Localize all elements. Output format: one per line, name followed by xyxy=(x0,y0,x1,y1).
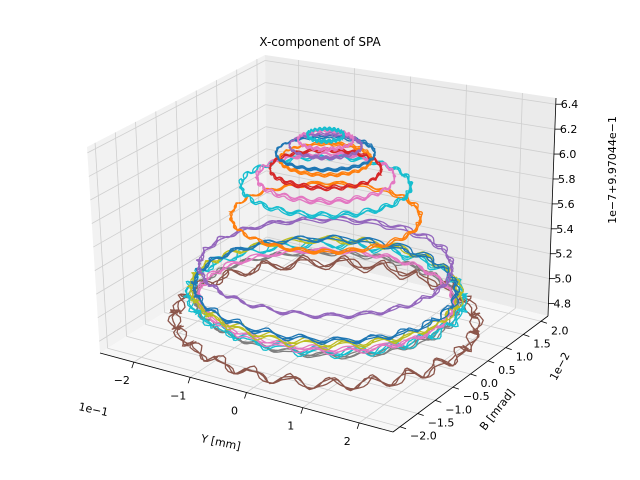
series-ring xyxy=(274,134,376,173)
grid-line-y-floor xyxy=(126,335,418,414)
y-tick-label: −2.0 xyxy=(410,430,437,443)
z-tick-label: 5.2 xyxy=(555,248,573,261)
x-tick-mark xyxy=(356,422,360,430)
grid-line-y-left xyxy=(155,111,165,313)
grid-line-z-back xyxy=(265,82,555,130)
grid-line-y-floor xyxy=(145,323,436,401)
grid-line-z-left xyxy=(99,236,268,342)
grid-line-z-left xyxy=(94,170,267,271)
y-tick-mark xyxy=(540,320,548,324)
grid-line-y-floor xyxy=(259,252,542,322)
grid-line-y-left xyxy=(256,59,260,253)
x-tick-mark xyxy=(244,392,247,399)
grid-lines xyxy=(87,59,556,428)
tick-labels: −2 −1 0 1 2 −2.0−1.5−1.0−0.50.00.51.01.52.0 4.… xyxy=(114,98,579,448)
grid-line-y-left xyxy=(216,80,222,277)
y-tick-mark xyxy=(505,347,512,351)
grid-line-y-left xyxy=(114,132,127,337)
z-tick-label: 5.8 xyxy=(558,173,576,186)
grid-line-y-left xyxy=(135,121,146,325)
series-ring xyxy=(194,246,457,356)
series-ring xyxy=(228,180,423,256)
series-ring xyxy=(306,126,345,145)
x-tick-mark xyxy=(300,407,304,414)
grid-line-z-left xyxy=(93,148,267,248)
x-tick-label: 2 xyxy=(344,435,351,448)
x-tick-mark xyxy=(187,377,191,384)
y-tick-mark xyxy=(523,334,530,337)
z-offset-text: 1e−7+9.97044e−1 xyxy=(606,116,619,224)
grid-line-z-left xyxy=(88,82,266,177)
y-offset-text: 1e−2 xyxy=(547,350,573,383)
x-tick-label: −1 xyxy=(170,389,186,402)
y-tick-mark xyxy=(470,373,477,377)
grid-line-z-back xyxy=(266,236,549,304)
grid-line-z-back xyxy=(264,60,556,105)
y-tick-mark xyxy=(435,399,442,403)
y-tick-mark xyxy=(399,426,407,430)
z-tick-label: 6.2 xyxy=(560,123,578,136)
grid-line-y-floor xyxy=(183,300,471,375)
x-axis-label: Y [mm] xyxy=(199,432,242,453)
x-tick-mark xyxy=(131,361,135,369)
z-tick-label: 6.4 xyxy=(561,98,579,111)
y-tick-mark xyxy=(417,413,424,416)
y-tick-label: −1.0 xyxy=(445,403,472,416)
y-tick-label: 0.0 xyxy=(481,377,499,390)
series-ring xyxy=(278,141,374,178)
grid-line-x-back xyxy=(461,84,467,296)
series-group xyxy=(167,126,484,392)
grid-line-y-floor xyxy=(240,264,524,335)
grid-line-y-floor xyxy=(107,347,401,428)
chart-title: X-component of SPA xyxy=(259,35,381,49)
x-tick-label: 0 xyxy=(231,405,238,418)
y-tick-label: 2.0 xyxy=(551,324,569,337)
x-tick-label: 1 xyxy=(287,420,294,433)
z-tick-label: 5.6 xyxy=(557,198,575,211)
grid-line-z-left xyxy=(90,104,266,201)
x-tick-label: −2 xyxy=(114,374,130,387)
y-tick-mark xyxy=(487,360,495,364)
y-tick-label: −0.5 xyxy=(463,390,490,403)
series-ring xyxy=(238,153,414,220)
grid-line-y-left xyxy=(94,142,108,349)
grid-line-x-back xyxy=(515,93,523,309)
z-tick-label: 5.0 xyxy=(554,273,572,286)
axis-panes xyxy=(87,55,556,432)
z-tick-label: 5.4 xyxy=(556,223,574,236)
z-axis-line xyxy=(547,97,557,317)
grid-line-z-left xyxy=(87,60,266,154)
z-tick-label: 6.0 xyxy=(559,148,577,161)
grid-line-z-back xyxy=(265,104,555,155)
grid-line-y-floor xyxy=(202,288,489,362)
y-tick-label: 1.5 xyxy=(533,338,551,351)
series-ring xyxy=(254,150,397,206)
z-tick-label: 4.8 xyxy=(554,298,572,311)
series-ring xyxy=(189,234,461,346)
grid-line-x-back xyxy=(353,68,355,269)
y-tick-label: 1.0 xyxy=(516,351,534,364)
grid-line-z-left xyxy=(96,192,267,295)
grid-line-z-left xyxy=(91,126,266,224)
y-tick-label: 0.5 xyxy=(498,364,515,377)
series-ring xyxy=(296,128,355,152)
x-offset-text: 1e−1 xyxy=(77,400,109,419)
series-ring xyxy=(195,215,455,320)
y-tick-mark xyxy=(452,386,460,390)
grid-line-y-left xyxy=(175,100,184,301)
series-ring xyxy=(288,131,363,161)
y-tick-label: −1.5 xyxy=(428,417,455,430)
